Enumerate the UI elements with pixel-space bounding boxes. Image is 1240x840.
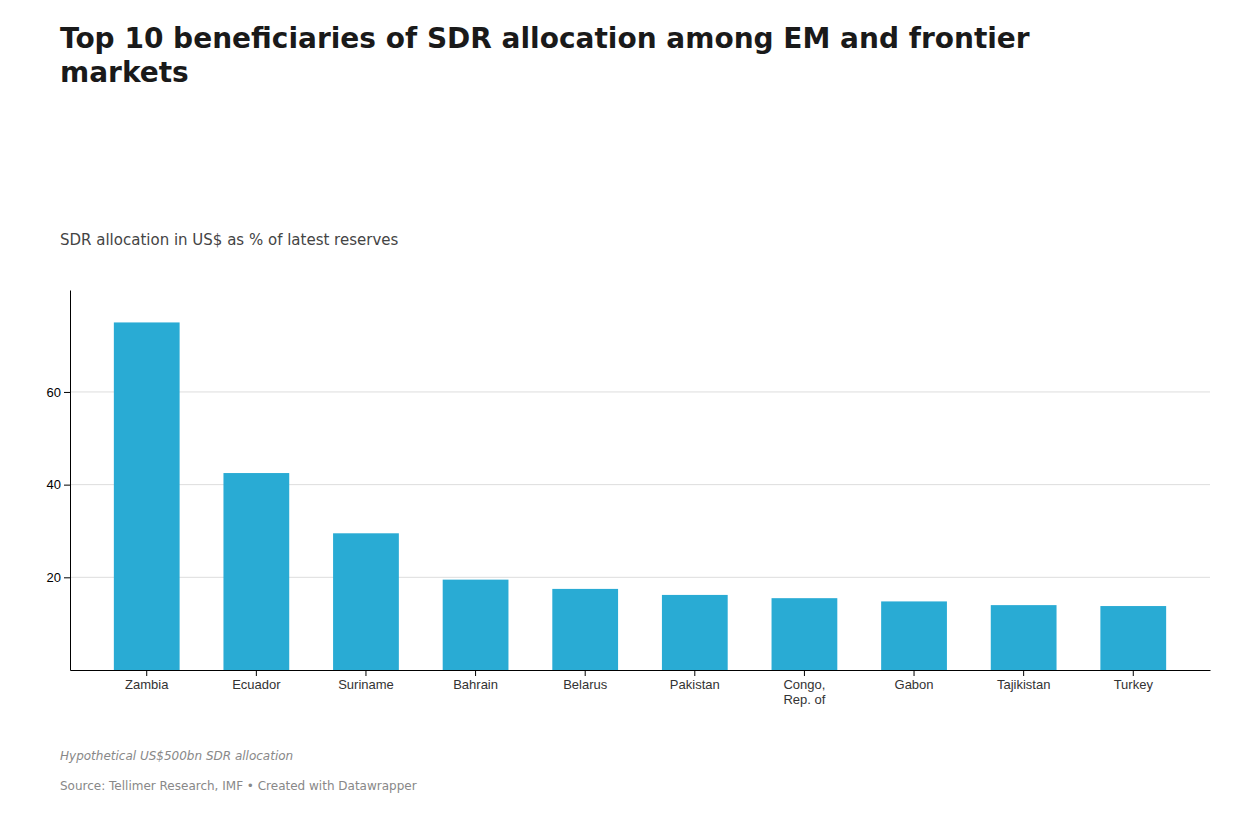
x-tick-label-line: Congo, [783, 677, 825, 692]
y-tick: 60 [47, 385, 70, 400]
x-tick-mark [914, 670, 915, 676]
y-tick-label: 60 [47, 385, 61, 400]
x-tick-mark [694, 670, 695, 676]
x-tick-label-line: Rep. of [783, 692, 825, 707]
x-tick-mark [1133, 670, 1134, 676]
x-tick-label: Pakistan [670, 677, 720, 692]
bar [552, 589, 618, 670]
x-tick-label-line: Zambia [125, 677, 169, 692]
bar [881, 601, 947, 670]
grid-line [70, 391, 1210, 392]
y-axis: 20 40 60 [47, 291, 71, 671]
bar [443, 580, 509, 670]
bars [114, 322, 1166, 670]
x-tick-label: Tajikistan [997, 677, 1050, 692]
bar [1100, 606, 1166, 670]
x-tick-label: Bahrain [453, 677, 498, 692]
x-tick-label-line: Bahrain [453, 677, 498, 692]
y-tick-mark [64, 392, 70, 393]
x-tick-label-line: Gabon [895, 677, 934, 692]
x-tick: Gabon [895, 670, 934, 692]
x-tick-label-line: Turkey [1114, 677, 1154, 692]
x-tick: Bahrain [453, 670, 498, 692]
x-tick-mark [146, 670, 147, 676]
footnote: Source: Tellimer Research, IMF • Created… [60, 779, 417, 793]
y-tick: 40 [47, 477, 70, 492]
x-tick: Suriname [338, 670, 394, 692]
x-tick-label: Zambia [125, 677, 169, 692]
x-tick-label: Congo,Rep. of [783, 677, 825, 707]
x-tick: Ecuador [232, 670, 281, 692]
x-tick-label: Belarus [563, 677, 608, 692]
x-tick-mark [804, 670, 805, 676]
x-tick-label: Suriname [338, 677, 394, 692]
footnote: Hypothetical US$500bn SDR allocation [60, 749, 293, 763]
x-tick-label: Gabon [895, 677, 934, 692]
x-axis: Zambia Ecuador Suriname Bahrain Belarus Pakis… [71, 670, 1211, 707]
x-tick: Zambia [125, 670, 169, 692]
y-tick-label: 40 [47, 477, 61, 492]
x-tick-label-line: Ecuador [232, 677, 281, 692]
chart-container: Top 10 beneficiaries of SDR allocation a… [0, 0, 1240, 840]
chart-svg: Top 10 beneficiaries of SDR allocation a… [0, 0, 1240, 840]
title-line: Top 10 beneficiaries of SDR allocation a… [60, 22, 1030, 55]
y-tick-label: 20 [47, 570, 61, 585]
bar [772, 598, 838, 670]
title: Top 10 beneficiaries of SDR allocation a… [60, 22, 1030, 89]
x-tick-mark [365, 670, 366, 676]
title-line: markets [60, 56, 189, 89]
x-tick-mark [585, 670, 586, 676]
x-tick-label-line: Belarus [563, 677, 608, 692]
x-tick: Pakistan [670, 670, 720, 692]
x-tick-mark [475, 670, 476, 676]
x-tick-label: Ecuador [232, 677, 281, 692]
x-tick-label-line: Pakistan [670, 677, 720, 692]
x-tick: Tajikistan [997, 670, 1050, 692]
x-tick-mark [1023, 670, 1024, 676]
x-tick-label: Turkey [1114, 677, 1154, 692]
x-tick-label-line: Tajikistan [997, 677, 1050, 692]
bar [662, 595, 728, 670]
y-tick: 20 [47, 570, 70, 585]
x-tick: Congo,Rep. of [783, 670, 825, 707]
bar [333, 533, 399, 670]
bar [991, 605, 1057, 670]
subtitle: SDR allocation in US$ as % of latest res… [60, 231, 398, 249]
y-tick-mark [64, 485, 70, 486]
x-tick-label-line: Suriname [338, 677, 394, 692]
y-tick-mark [64, 577, 70, 578]
y-axis-line [70, 291, 71, 671]
x-tick: Turkey [1114, 670, 1154, 692]
x-axis-line [71, 670, 1211, 671]
x-tick-mark [256, 670, 257, 676]
x-tick: Belarus [563, 670, 608, 692]
bar [114, 322, 180, 670]
bar [223, 473, 289, 670]
